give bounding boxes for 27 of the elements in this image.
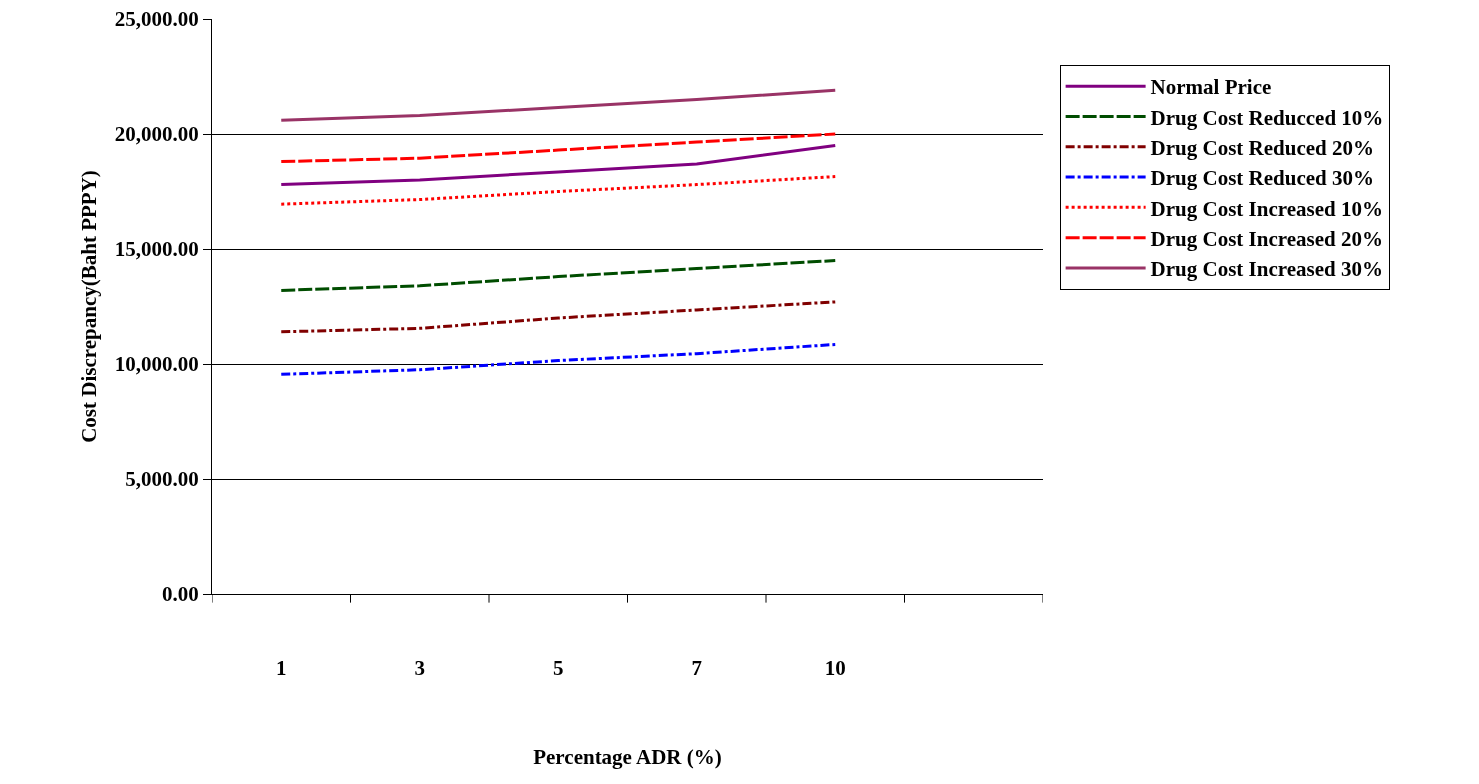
line-series xyxy=(279,175,837,206)
legend-label: Normal Price xyxy=(1150,75,1272,100)
line-series xyxy=(279,144,837,187)
line-series xyxy=(279,88,837,122)
x-tick-label: 7 xyxy=(691,656,702,681)
legend-label: Drug Cost Reducced 10% xyxy=(1150,105,1384,130)
x-axis-title: Percentage ADR (%) xyxy=(533,745,722,770)
y-axis-title: Cost Discrepancy(Baht PPPY) xyxy=(76,170,101,443)
x-tick-label: 10 xyxy=(824,656,846,681)
legend-label: Drug Cost Increased 10% xyxy=(1150,196,1383,221)
line-series xyxy=(279,342,837,376)
legend-label: Drug Cost Increased 30% xyxy=(1150,257,1383,282)
line-series xyxy=(279,300,837,334)
line-series xyxy=(279,259,837,292)
legend-label: Drug Cost Increased 20% xyxy=(1150,226,1383,251)
x-tick-label: 3 xyxy=(414,656,425,681)
y-tick-label: 10,000.00 xyxy=(114,352,199,377)
x-tick-label: 1 xyxy=(276,656,287,681)
y-tick-label: 0.00 xyxy=(162,582,199,607)
legend-label: Drug Cost Reduced 20% xyxy=(1150,135,1375,160)
y-tick-label: 20,000.00 xyxy=(114,122,199,147)
x-tick-label: 5 xyxy=(553,656,564,681)
y-tick-label: 25,000.00 xyxy=(114,7,199,32)
legend-label: Drug Cost Reduced 30% xyxy=(1150,166,1375,191)
y-tick-label: 15,000.00 xyxy=(114,237,199,262)
y-tick-label: 5,000.00 xyxy=(125,467,199,492)
line-series xyxy=(279,132,837,164)
